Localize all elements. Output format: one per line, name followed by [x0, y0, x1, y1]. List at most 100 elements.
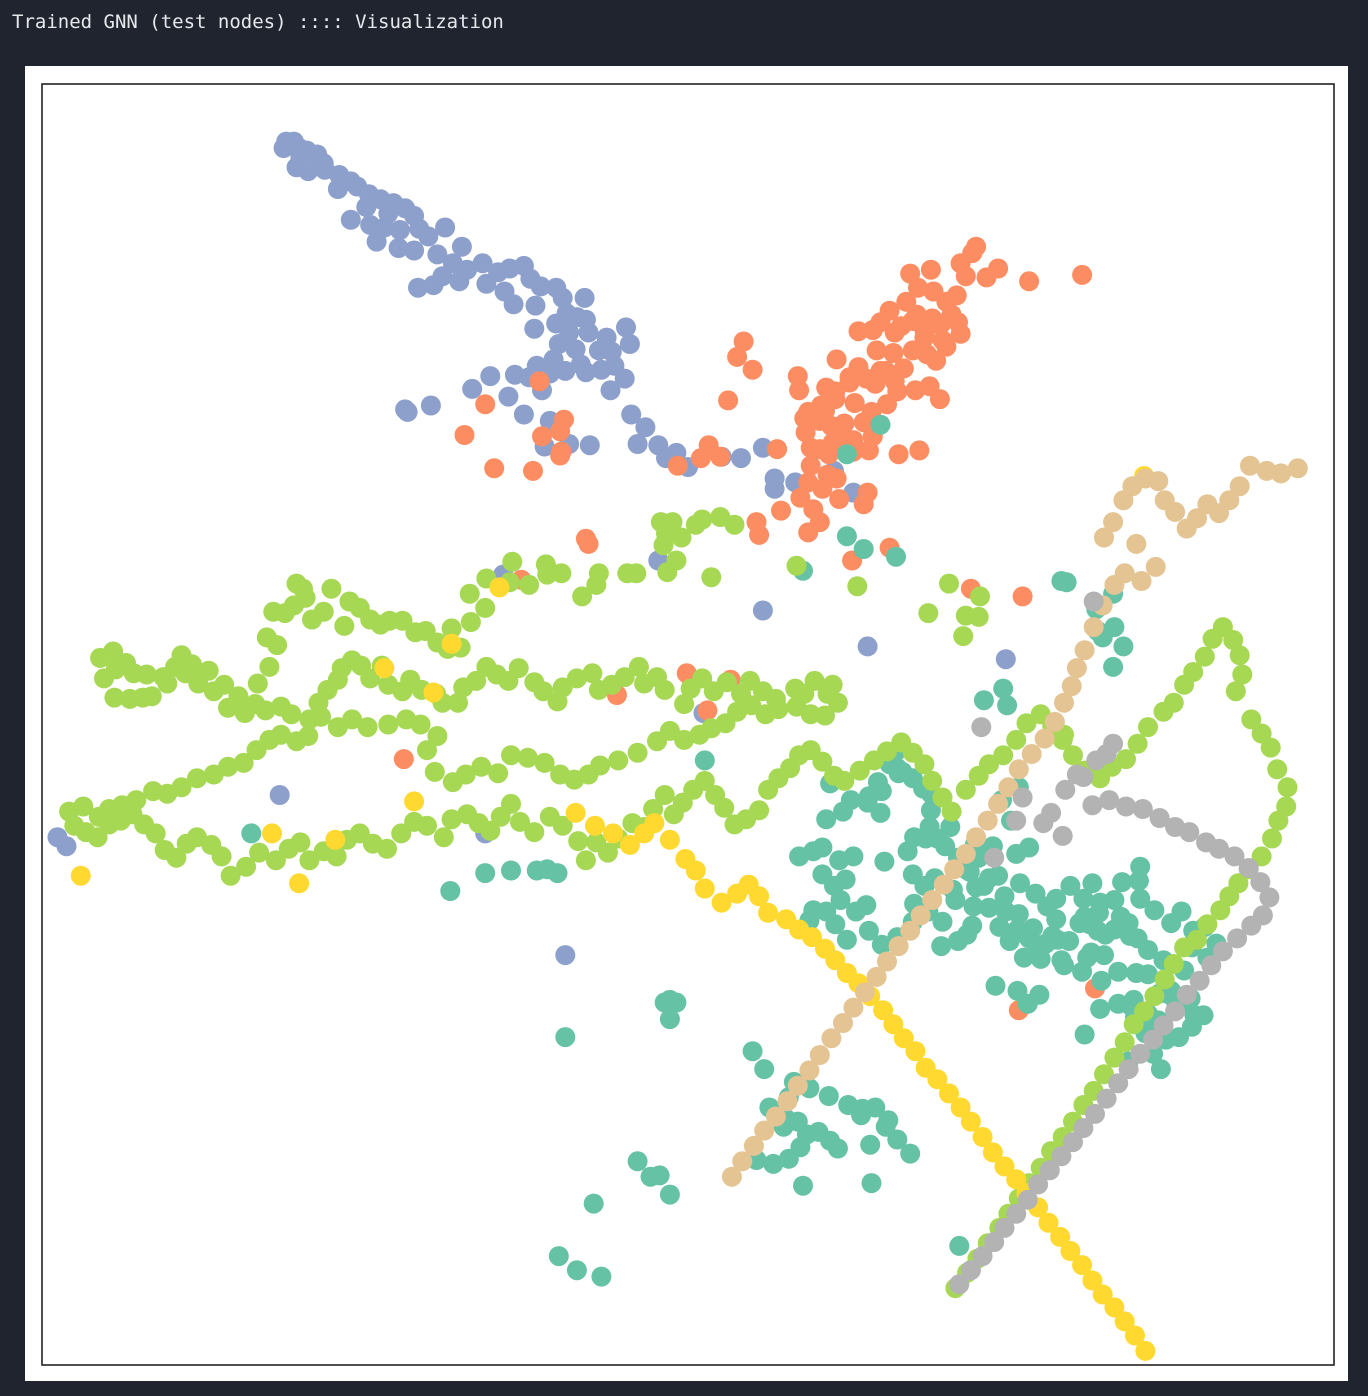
scatter-point	[534, 752, 555, 773]
scatter-point	[1104, 574, 1125, 595]
scatter-point	[104, 687, 125, 708]
scatter-point	[749, 524, 770, 545]
scatter-point	[535, 554, 556, 575]
scatter-point	[1007, 980, 1028, 1001]
scatter-point	[1197, 494, 1218, 515]
scatter-point	[873, 1000, 894, 1021]
scatter-point	[427, 726, 448, 746]
scatter-point	[441, 809, 462, 830]
scatter-point	[1074, 640, 1095, 661]
scatter-point	[984, 1232, 1005, 1252]
scatter-point	[513, 404, 534, 425]
scatter-point	[667, 455, 688, 476]
scatter-point	[1094, 1064, 1114, 1085]
scatter-point	[424, 761, 445, 782]
scatter-point	[510, 811, 530, 832]
scatter-point	[972, 1246, 993, 1267]
scatter-point	[659, 1009, 680, 1030]
scatter-point	[218, 697, 238, 718]
scatter-point	[265, 850, 286, 871]
scatter-point	[616, 317, 636, 338]
scatter-point	[547, 863, 568, 884]
scatter-point	[597, 842, 618, 863]
scatter-point	[829, 850, 850, 871]
scatter-point	[1059, 931, 1080, 951]
scatter-point	[572, 586, 593, 607]
scatter-point	[826, 349, 847, 370]
scatter-point	[423, 682, 444, 703]
scatter-point	[1082, 795, 1103, 816]
scatter-point	[1169, 1027, 1189, 1048]
scatter-point	[1126, 533, 1147, 554]
scatter-point	[787, 1075, 808, 1096]
scatter-point	[211, 846, 232, 867]
scatter-point	[843, 997, 864, 1018]
scatter-point	[181, 654, 202, 675]
scatter-point	[836, 526, 857, 547]
scatter-point	[710, 446, 731, 467]
scatter-point	[844, 393, 865, 413]
scatter-point	[203, 764, 224, 785]
scatter-point	[1103, 656, 1124, 677]
scatter-point	[203, 681, 224, 702]
scatter-point	[529, 371, 550, 392]
scatter-point	[417, 815, 437, 836]
scatter-point	[552, 287, 573, 308]
scatter-point	[247, 673, 268, 694]
scatter-point	[286, 731, 307, 752]
scatter-point	[523, 460, 543, 481]
scatter-point	[1006, 810, 1027, 831]
scatter-point	[767, 439, 788, 460]
scatter-point	[671, 527, 692, 548]
scatter-point	[1051, 571, 1072, 591]
scatter-point	[861, 1173, 882, 1194]
scatter-point	[339, 591, 360, 612]
scatter-point	[988, 258, 1009, 279]
scatter-point	[1131, 571, 1152, 591]
scatter-point	[1035, 933, 1056, 954]
scatter-point	[1012, 586, 1033, 607]
scatter-point	[1104, 919, 1125, 940]
scatter-point	[627, 742, 648, 763]
scatter-point	[87, 827, 108, 848]
scatter-point	[694, 878, 715, 899]
scatter-point	[1006, 729, 1027, 750]
scatter-point	[871, 934, 892, 955]
scatter-point	[674, 694, 695, 714]
scatter-point	[857, 636, 878, 657]
scatter-point	[833, 1013, 853, 1033]
scatter-point	[1092, 1284, 1113, 1305]
scatter-point	[786, 696, 807, 717]
scatter-point	[997, 695, 1018, 716]
scatter-point	[1006, 1169, 1027, 1190]
scatter-point	[1165, 1001, 1186, 1022]
scatter-point	[327, 179, 348, 199]
scatter-point	[327, 717, 348, 738]
scatter-point	[267, 635, 288, 656]
scatter-point	[694, 750, 715, 771]
scatter-point	[692, 668, 713, 689]
scatter-point	[855, 982, 875, 1003]
scatter-point	[1174, 937, 1195, 958]
scatter-point	[927, 828, 948, 849]
scatter-point	[1268, 810, 1289, 831]
scatter-point	[765, 1106, 786, 1127]
scatter-point	[977, 810, 998, 831]
scatter-point	[727, 346, 748, 367]
scatter-point	[811, 395, 832, 416]
scatter-point	[600, 380, 621, 401]
scatter-point	[56, 836, 77, 857]
scatter-point	[262, 823, 282, 844]
scatter-point	[697, 700, 718, 721]
scatter-point	[1104, 1297, 1125, 1318]
scatter-point	[1017, 1189, 1038, 1210]
scatter-point	[241, 823, 262, 844]
scatter-point	[617, 563, 638, 584]
scatter-point	[1130, 888, 1151, 909]
scatter-point	[955, 843, 976, 864]
scatter-point	[1072, 1255, 1093, 1276]
scatter-point	[879, 300, 900, 321]
scatter-point	[459, 583, 480, 604]
scatter-point	[676, 663, 697, 684]
scatter-point	[644, 813, 665, 834]
